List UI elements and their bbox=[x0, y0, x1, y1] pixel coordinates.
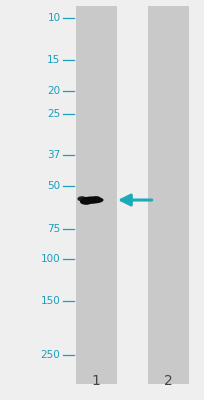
Text: 75: 75 bbox=[47, 224, 60, 234]
Text: 20: 20 bbox=[47, 86, 60, 96]
Bar bbox=[75, 6, 116, 384]
Ellipse shape bbox=[77, 196, 86, 202]
Text: 250: 250 bbox=[41, 350, 60, 360]
Text: 10: 10 bbox=[47, 13, 60, 23]
Text: 2: 2 bbox=[163, 374, 172, 388]
Text: 100: 100 bbox=[41, 254, 60, 264]
Ellipse shape bbox=[80, 198, 92, 205]
Ellipse shape bbox=[83, 198, 97, 204]
Text: 50: 50 bbox=[47, 181, 60, 191]
Text: 37: 37 bbox=[47, 150, 60, 160]
Text: 150: 150 bbox=[41, 296, 60, 306]
Text: 1: 1 bbox=[91, 374, 100, 388]
Ellipse shape bbox=[92, 196, 100, 201]
Ellipse shape bbox=[81, 196, 103, 204]
Text: 25: 25 bbox=[47, 109, 60, 119]
Bar bbox=[147, 6, 188, 384]
Text: 15: 15 bbox=[47, 56, 60, 66]
